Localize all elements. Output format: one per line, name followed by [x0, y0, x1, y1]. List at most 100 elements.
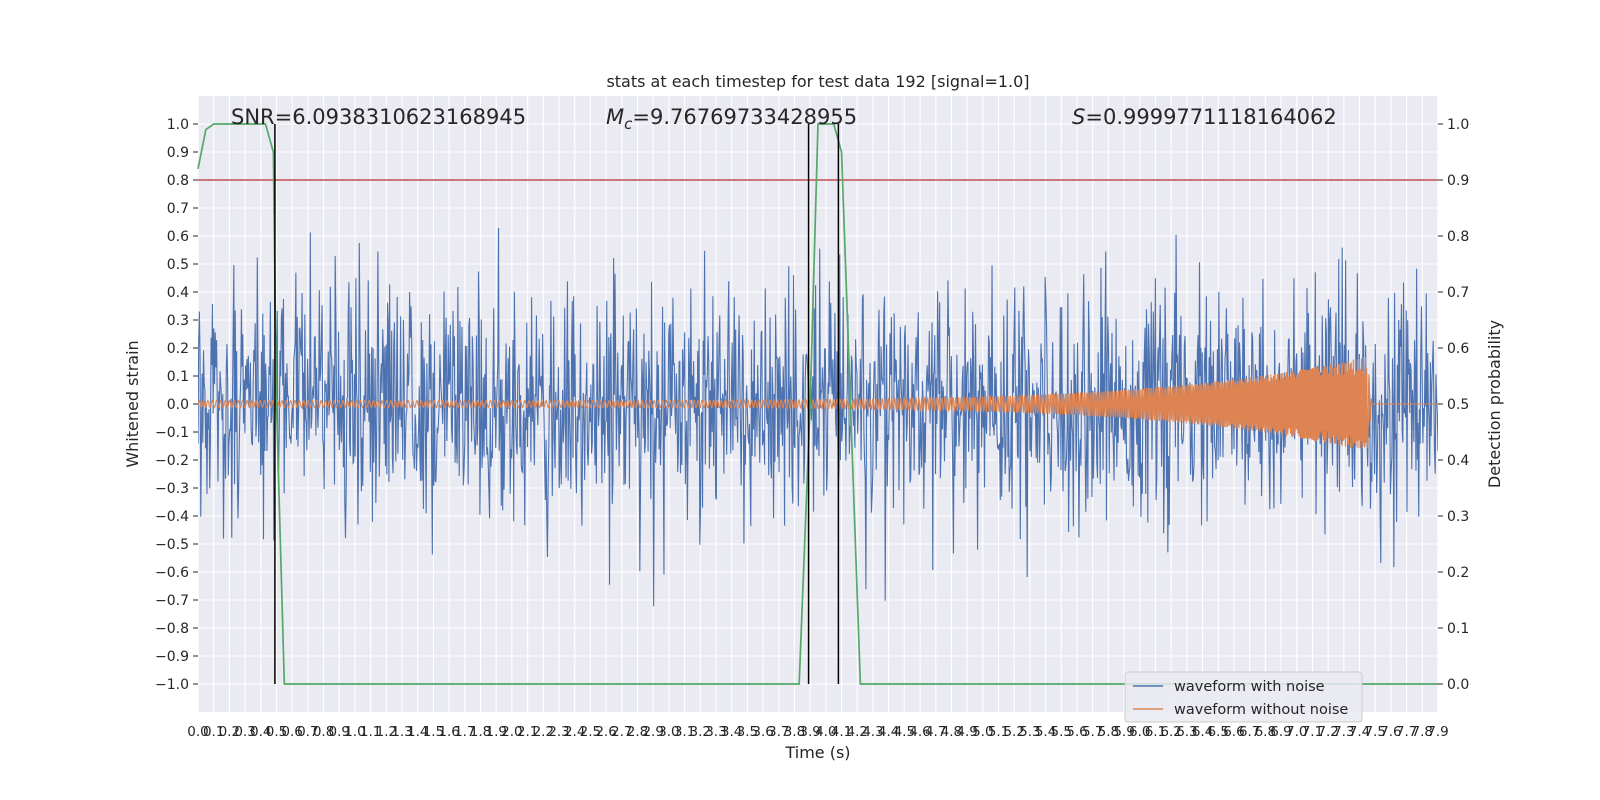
x-tick-label: 0.7 — [297, 724, 318, 740]
x-tick-label: 6.0 — [1129, 724, 1150, 740]
y-tick-label: 0.3 — [167, 313, 189, 329]
x-tick-label: 5.8 — [1098, 724, 1119, 740]
legend-box — [1124, 671, 1363, 723]
x-tick-label: 6.3 — [1176, 724, 1197, 740]
snr-annotation: SNR=6.0938310623168945 — [231, 105, 526, 129]
series-waveform-without-noise — [198, 357, 1438, 449]
x-tick-label: 4.4 — [878, 724, 899, 740]
x-tick-label: 7.2 — [1317, 724, 1338, 740]
x-tick-label: 2.1 — [517, 724, 538, 740]
y-tick-label: −0.2 — [155, 453, 189, 469]
x-tick-label: 2.8 — [627, 724, 648, 740]
x-tick-label: 5.5 — [1051, 724, 1072, 740]
x-tick-label: 7.6 — [1380, 724, 1401, 740]
x-tick-label: 3.3 — [705, 724, 726, 740]
x-tick-label: 3.6 — [752, 724, 773, 740]
x-tick-label: 4.0 — [815, 724, 836, 740]
x-tick-label: 0.2 — [219, 724, 240, 740]
x-tick-label: 4.6 — [909, 724, 930, 740]
y-tick-label: −0.9 — [155, 649, 189, 665]
x-tick-label: 7.5 — [1364, 724, 1385, 740]
y2-tick-label: 0.9 — [1447, 173, 1469, 189]
x-axis-ticks: 0.00.10.20.30.40.50.60.70.80.91.01.11.21… — [187, 724, 1448, 740]
x-tick-label: 3.4 — [721, 724, 742, 740]
x-tick-label: 2.0 — [501, 724, 522, 740]
x-tick-label: 4.7 — [925, 724, 946, 740]
y-tick-label: −1.0 — [155, 677, 189, 693]
x-tick-label: 2.5 — [580, 724, 601, 740]
s-annotation: S=0.9999771118164062 — [1072, 105, 1337, 129]
x-tick-label: 3.8 — [784, 724, 805, 740]
x-tick-label: 3.2 — [690, 724, 711, 740]
chart-title: stats at each timestep for test data 192… — [606, 72, 1029, 91]
y2-tick-label: 0.8 — [1447, 229, 1469, 245]
x-tick-label: 1.9 — [485, 724, 506, 740]
y-tick-label: 0.6 — [167, 229, 189, 245]
x-tick-label: 2.9 — [642, 724, 663, 740]
y2-tick-label: 1.0 — [1447, 117, 1469, 133]
x-tick-label: 7.3 — [1333, 724, 1354, 740]
y2-tick-label: 0.1 — [1447, 621, 1469, 637]
x-tick-label: 7.4 — [1349, 724, 1370, 740]
x-axis-label: Time (s) — [784, 743, 850, 762]
event-vlines — [274, 124, 840, 684]
x-tick-label: 1.1 — [360, 724, 381, 740]
y2-tick-label: 0.2 — [1447, 565, 1469, 581]
x-tick-label: 5.9 — [1113, 724, 1134, 740]
x-tick-label: 7.7 — [1396, 724, 1417, 740]
x-tick-label: 0.0 — [187, 724, 208, 740]
x-tick-label: 1.3 — [391, 724, 412, 740]
x-tick-label: 1.5 — [423, 724, 444, 740]
x-tick-label: 3.1 — [674, 724, 695, 740]
x-tick-label: 4.8 — [941, 724, 962, 740]
y-tick-label: 0.5 — [167, 257, 189, 273]
x-tick-label: 3.5 — [737, 724, 758, 740]
y-tick-label: −0.6 — [155, 565, 189, 581]
y-tick-label: 0.0 — [167, 397, 189, 413]
x-tick-label: 2.7 — [611, 724, 632, 740]
x-tick-label: 3.0 — [658, 724, 679, 740]
x-tick-label: 6.9 — [1270, 724, 1291, 740]
y2-tick-label: 0.3 — [1447, 509, 1469, 525]
y2-tick-label: 0.6 — [1447, 341, 1469, 357]
x-tick-label: 4.9 — [956, 724, 977, 740]
x-tick-label: 1.4 — [407, 724, 428, 740]
x-tick-label: 2.4 — [564, 724, 585, 740]
y-tick-label: −0.5 — [155, 537, 189, 553]
x-tick-label: 3.9 — [799, 724, 820, 740]
x-tick-label: 5.3 — [1019, 724, 1040, 740]
x-tick-label: 6.1 — [1145, 724, 1166, 740]
x-tick-label: 4.5 — [894, 724, 915, 740]
y-tick-label: 0.9 — [167, 145, 189, 161]
x-tick-label: 1.2 — [376, 724, 397, 740]
y-tick-label: 1.0 — [167, 117, 189, 133]
y-tick-label: 0.8 — [167, 173, 189, 189]
x-tick-label: 5.7 — [1082, 724, 1103, 740]
x-tick-label: 7.0 — [1286, 724, 1307, 740]
x-tick-label: 6.6 — [1223, 724, 1244, 740]
x-tick-label: 0.5 — [266, 724, 287, 740]
x-tick-label: 5.6 — [1066, 724, 1087, 740]
x-tick-label: 2.6 — [595, 724, 616, 740]
x-tick-label: 0.6 — [281, 724, 302, 740]
x-tick-label: 1.8 — [470, 724, 491, 740]
x-tick-label: 5.1 — [988, 724, 1009, 740]
y-tick-label: −0.3 — [155, 481, 189, 497]
y-tick-label: 0.2 — [167, 341, 189, 357]
legend-label-clean: waveform without noise — [1174, 702, 1348, 718]
x-tick-label: 4.3 — [862, 724, 883, 740]
x-tick-label: 0.9 — [329, 724, 350, 740]
y-tick-label: 0.7 — [167, 201, 189, 217]
x-tick-label: 5.2 — [1003, 724, 1024, 740]
x-tick-label: 2.2 — [533, 724, 554, 740]
x-tick-label: 0.4 — [250, 724, 271, 740]
legend: waveform with noise waveform without noi… — [1124, 671, 1363, 723]
plot-series-group — [197, 123, 1438, 685]
y2-tick-label: 0.7 — [1447, 285, 1469, 301]
y-axis-ticks: −1.0 −0.9 −0.8 −0.7 −0.6 −0.5 −0.4 −0.3 −0.2 −0.1… — [155, 117, 198, 693]
y-axis-label: Whitened strain — [123, 340, 142, 467]
x-tick-label: 4.1 — [831, 724, 852, 740]
y-tick-label: −0.1 — [155, 425, 189, 441]
x-tick-label: 1.7 — [454, 724, 475, 740]
